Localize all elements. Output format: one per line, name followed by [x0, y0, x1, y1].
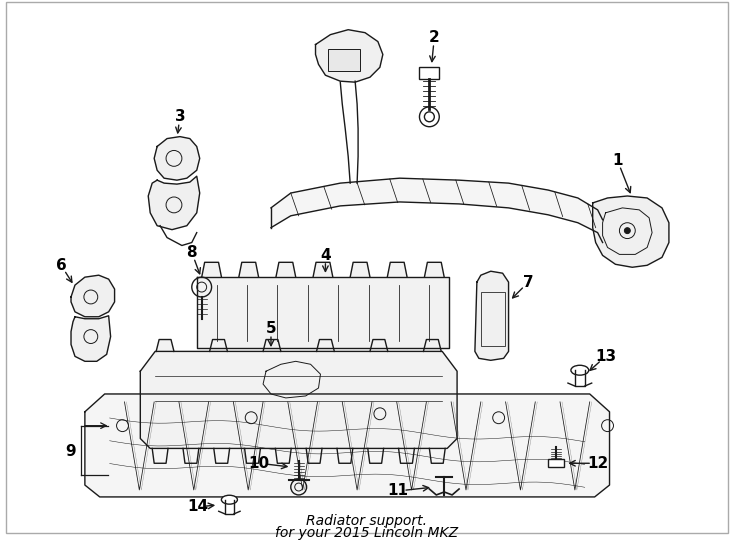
Text: 2: 2 — [429, 30, 440, 45]
Polygon shape — [197, 277, 449, 348]
Polygon shape — [276, 262, 296, 277]
Text: 8: 8 — [186, 245, 197, 260]
Text: 11: 11 — [388, 483, 408, 498]
Polygon shape — [350, 262, 370, 277]
Text: 14: 14 — [187, 500, 208, 514]
Text: 4: 4 — [320, 248, 331, 263]
Polygon shape — [316, 340, 334, 352]
Text: 3: 3 — [175, 109, 185, 124]
Bar — [481, 292, 504, 347]
Text: for your 2015 Lincoln MKZ: for your 2015 Lincoln MKZ — [275, 525, 459, 539]
Text: Radiator support.: Radiator support. — [307, 514, 427, 528]
Text: 1: 1 — [612, 153, 622, 168]
Polygon shape — [313, 262, 333, 277]
Polygon shape — [210, 340, 228, 352]
Polygon shape — [202, 262, 222, 277]
Polygon shape — [263, 340, 281, 352]
Polygon shape — [388, 262, 407, 277]
Text: 13: 13 — [595, 349, 616, 364]
Text: 12: 12 — [587, 456, 608, 471]
Polygon shape — [140, 352, 457, 448]
Polygon shape — [592, 196, 669, 267]
Ellipse shape — [222, 495, 237, 504]
Polygon shape — [156, 340, 174, 352]
Text: 6: 6 — [56, 258, 67, 273]
Text: 10: 10 — [249, 456, 269, 471]
Bar — [548, 460, 564, 467]
Polygon shape — [154, 137, 200, 180]
Polygon shape — [424, 262, 444, 277]
Polygon shape — [316, 30, 383, 82]
Polygon shape — [85, 394, 609, 497]
Polygon shape — [370, 340, 388, 352]
Polygon shape — [71, 316, 111, 361]
Text: 7: 7 — [523, 275, 534, 289]
Bar — [419, 68, 439, 79]
Polygon shape — [239, 262, 258, 277]
Circle shape — [625, 228, 631, 234]
Text: 5: 5 — [266, 321, 276, 336]
Polygon shape — [475, 271, 509, 360]
Polygon shape — [71, 275, 115, 317]
Text: 9: 9 — [66, 444, 76, 459]
Ellipse shape — [571, 365, 589, 375]
Polygon shape — [271, 178, 603, 242]
Polygon shape — [148, 176, 200, 230]
Bar — [328, 50, 360, 71]
Polygon shape — [424, 340, 441, 352]
